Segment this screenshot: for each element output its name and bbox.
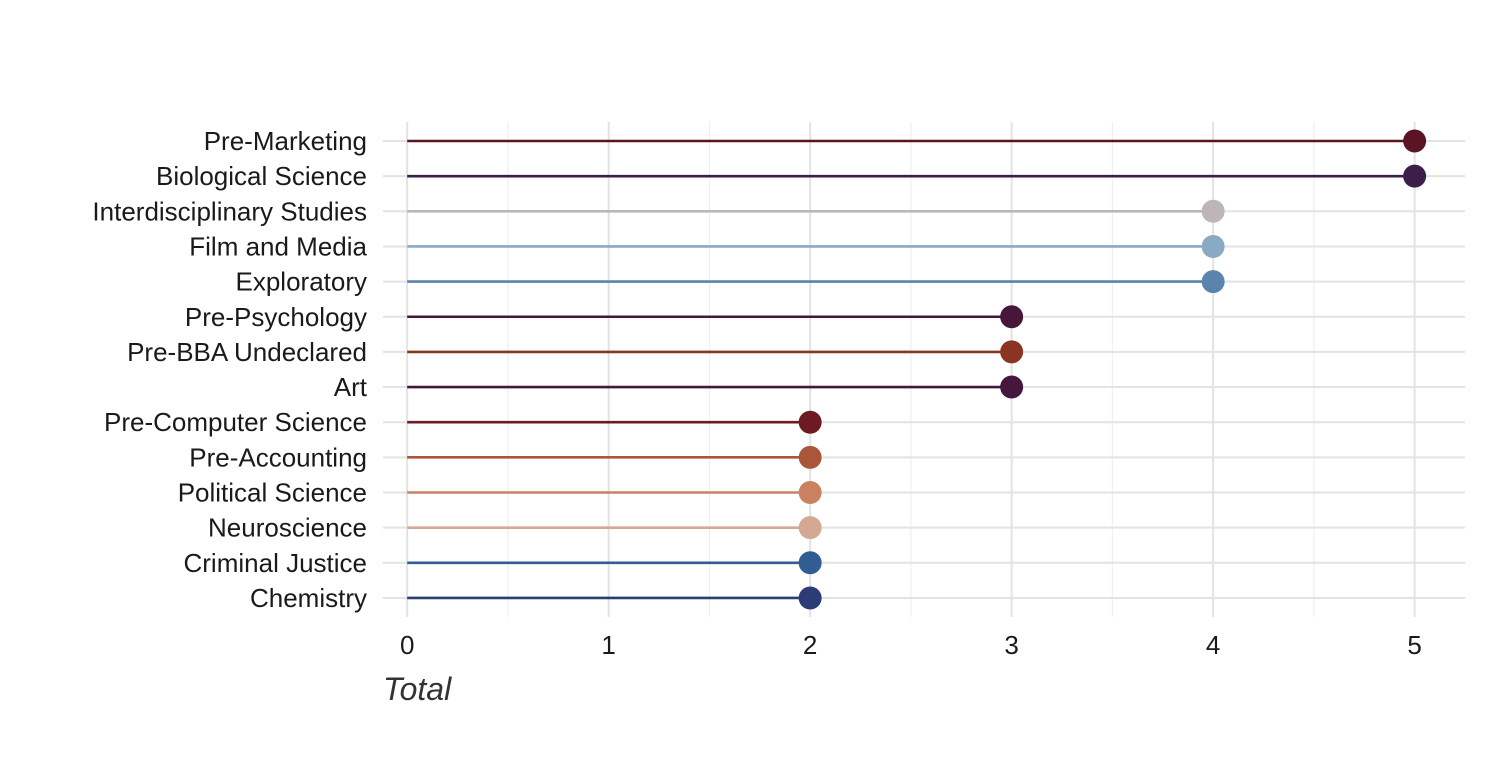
- grid-layer: [383, 122, 1465, 617]
- x-tick-label: 3: [1004, 630, 1018, 660]
- lollipop-point: [1000, 340, 1024, 364]
- category-label: Pre-Computer Science: [104, 407, 367, 437]
- x-tick-label: 0: [400, 630, 414, 660]
- x-tick-label: 5: [1407, 630, 1421, 660]
- category-label: Pre-BBA Undeclared: [127, 337, 367, 367]
- lollipop-point: [798, 481, 822, 504]
- lollipop-point: [798, 516, 822, 540]
- x-tick-label: 4: [1206, 630, 1220, 660]
- x-tick-label: 1: [601, 630, 615, 660]
- category-label: Exploratory: [236, 267, 368, 297]
- lollipop-point: [798, 551, 822, 575]
- lollipop-point: [1403, 164, 1427, 188]
- lollipop-point: [1201, 234, 1225, 258]
- category-label: Political Science: [178, 478, 367, 508]
- marks-layer: [407, 129, 1427, 610]
- category-label: Pre-Accounting: [189, 442, 367, 472]
- lollipop-point: [1000, 305, 1024, 329]
- lollipop-point: [798, 445, 822, 469]
- category-label: Criminal Justice: [184, 548, 368, 578]
- lollipop-point: [798, 586, 822, 610]
- category-label: Art: [334, 372, 368, 402]
- lollipop-point: [1403, 129, 1427, 153]
- category-label: Film and Media: [189, 231, 367, 261]
- x-tick-label: 2: [803, 630, 817, 660]
- x-axis-title: Total: [383, 671, 452, 707]
- category-label: Neuroscience: [208, 513, 367, 543]
- lollipop-point: [1201, 199, 1225, 223]
- lollipop-point: [1201, 270, 1225, 294]
- category-label: Interdisciplinary Studies: [92, 196, 367, 226]
- lollipop-point: [1000, 375, 1024, 399]
- lollipop-point: [798, 410, 822, 434]
- category-label: Pre-Marketing: [204, 126, 367, 156]
- labels-layer: 0 1 2 3 4 5 Pre-Marketing Biological Science Int…: [92, 126, 1421, 660]
- category-label: Chemistry: [250, 583, 367, 613]
- category-label: Pre-Psychology: [185, 302, 367, 332]
- category-label: Biological Science: [156, 161, 367, 191]
